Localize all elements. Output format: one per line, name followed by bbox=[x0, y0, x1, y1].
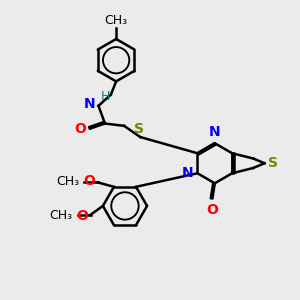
Text: O: O bbox=[206, 203, 218, 217]
Text: CH₃: CH₃ bbox=[56, 175, 80, 188]
Text: N: N bbox=[83, 98, 95, 111]
Text: O: O bbox=[83, 174, 95, 188]
Text: N: N bbox=[182, 166, 193, 180]
Text: CH₃: CH₃ bbox=[49, 209, 72, 223]
Text: H: H bbox=[101, 90, 110, 103]
Text: S: S bbox=[134, 122, 144, 136]
Text: O: O bbox=[74, 122, 86, 136]
Text: N: N bbox=[209, 125, 220, 139]
Text: CH₃: CH₃ bbox=[105, 14, 128, 27]
Text: O: O bbox=[76, 209, 88, 223]
Text: S: S bbox=[268, 156, 278, 170]
